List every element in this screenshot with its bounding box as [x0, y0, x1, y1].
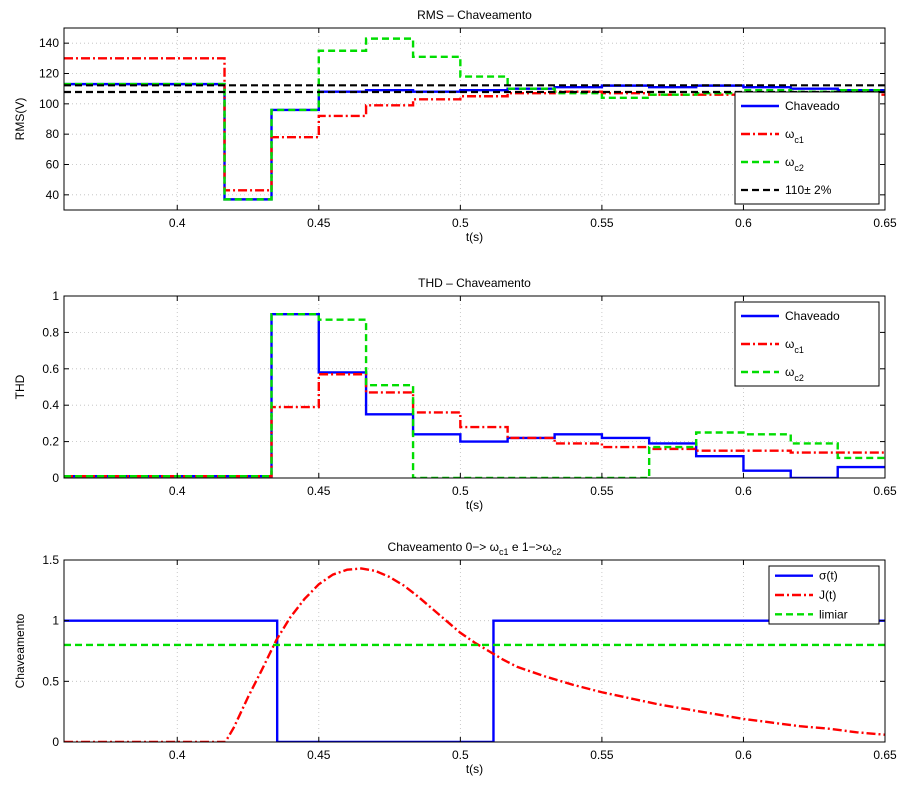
x-axis-label: t(s) [466, 230, 483, 244]
x-axis-label: t(s) [466, 762, 483, 776]
x-tick-label: 0.65 [873, 216, 897, 230]
legend-label: ωc2 [785, 365, 804, 383]
x-tick-label: 0.55 [590, 484, 614, 498]
y-tick-label: 0 [52, 735, 59, 749]
y-tick-label: 100 [39, 97, 59, 111]
x-tick-label: 0.4 [169, 484, 186, 498]
y-tick-label: 0.5 [42, 674, 59, 688]
x-tick-label: 0.65 [873, 748, 897, 762]
y-tick-label: 0.6 [42, 362, 59, 376]
x-tick-label: 0.4 [169, 748, 186, 762]
x-tick-label: 0.4 [169, 216, 186, 230]
chart-1: 0.4 0.45 0.5 0.55 0.6 0.65 40 60 80 100 120 140 RMS … [13, 8, 897, 244]
legend-label: 110± 2% [785, 183, 832, 197]
y-axis-label: Chaveamento [13, 613, 27, 688]
series-line-3 [64, 313, 885, 478]
legend-label: σ(t) [819, 569, 838, 583]
plot-frame [63, 27, 886, 211]
y-tick-label: 80 [46, 127, 60, 141]
legend-label: Chaveado [785, 99, 840, 113]
y-tick-label: 60 [46, 158, 60, 172]
x-tick-label: 0.5 [452, 216, 469, 230]
plot-frame [63, 559, 886, 743]
y-tick-label: 1 [52, 614, 59, 628]
series-line-2 [64, 567, 885, 742]
legend: Chaveado ωc1 ωc2 110± 2% [734, 91, 880, 205]
series-line-1 [64, 619, 885, 742]
x-axis-label: t(s) [466, 498, 483, 512]
chart-title: THD – Chaveamento [418, 276, 531, 290]
y-tick-label: 0.4 [42, 398, 59, 412]
chart-title: Chaveamento 0−> ωc1 e 1−>ωc2 [388, 540, 562, 557]
y-tick-label: 1 [52, 289, 59, 303]
x-tick-label: 0.6 [735, 216, 752, 230]
x-tick-label: 0.5 [452, 748, 469, 762]
y-tick-label: 0.2 [42, 435, 59, 449]
chart-2: 0.4 0.45 0.5 0.55 0.6 0.65 0 0.2 0.4 0.6 0.8 1 THD –… [13, 276, 897, 512]
x-tick-label: 0.45 [307, 748, 331, 762]
chart-3: 0.4 0.45 0.5 0.55 0.6 0.65 0 0.5 1 1.5 Chaveamento… [13, 540, 897, 776]
y-tick-label: 140 [39, 36, 59, 50]
legend-label: ωc1 [785, 127, 804, 145]
series-line-2 [64, 373, 885, 478]
x-tick-label: 0.6 [735, 748, 752, 762]
x-tick-label: 0.45 [307, 484, 331, 498]
y-tick-label: 0 [52, 471, 59, 485]
legend-label: ωc2 [785, 155, 804, 173]
legend: σ(t) J(t) limiar [768, 565, 880, 625]
legend-label: Chaveado [785, 309, 840, 323]
plot-frame [63, 295, 886, 479]
x-tick-label: 0.65 [873, 484, 897, 498]
legend-label: limiar [819, 607, 848, 621]
y-tick-label: 40 [46, 188, 60, 202]
y-tick-label: 0.8 [42, 325, 59, 339]
series-line-1 [64, 313, 885, 478]
legend-box [734, 91, 880, 205]
x-tick-label: 0.45 [307, 216, 331, 230]
x-tick-label: 0.5 [452, 484, 469, 498]
y-tick-label: 1.5 [42, 553, 59, 567]
legend: Chaveado ωc1 ωc2 [734, 301, 880, 387]
x-tick-label: 0.6 [735, 484, 752, 498]
series-line-3 [64, 37, 885, 201]
legend-label: J(t) [819, 588, 836, 602]
legend-label: ωc1 [785, 337, 804, 355]
y-axis-label: THD [13, 374, 27, 399]
y-axis-label: RMS(V) [13, 98, 27, 141]
chart-title: RMS – Chaveamento [417, 8, 532, 22]
x-tick-label: 0.55 [590, 216, 614, 230]
y-tick-label: 120 [39, 67, 59, 81]
x-tick-label: 0.55 [590, 748, 614, 762]
